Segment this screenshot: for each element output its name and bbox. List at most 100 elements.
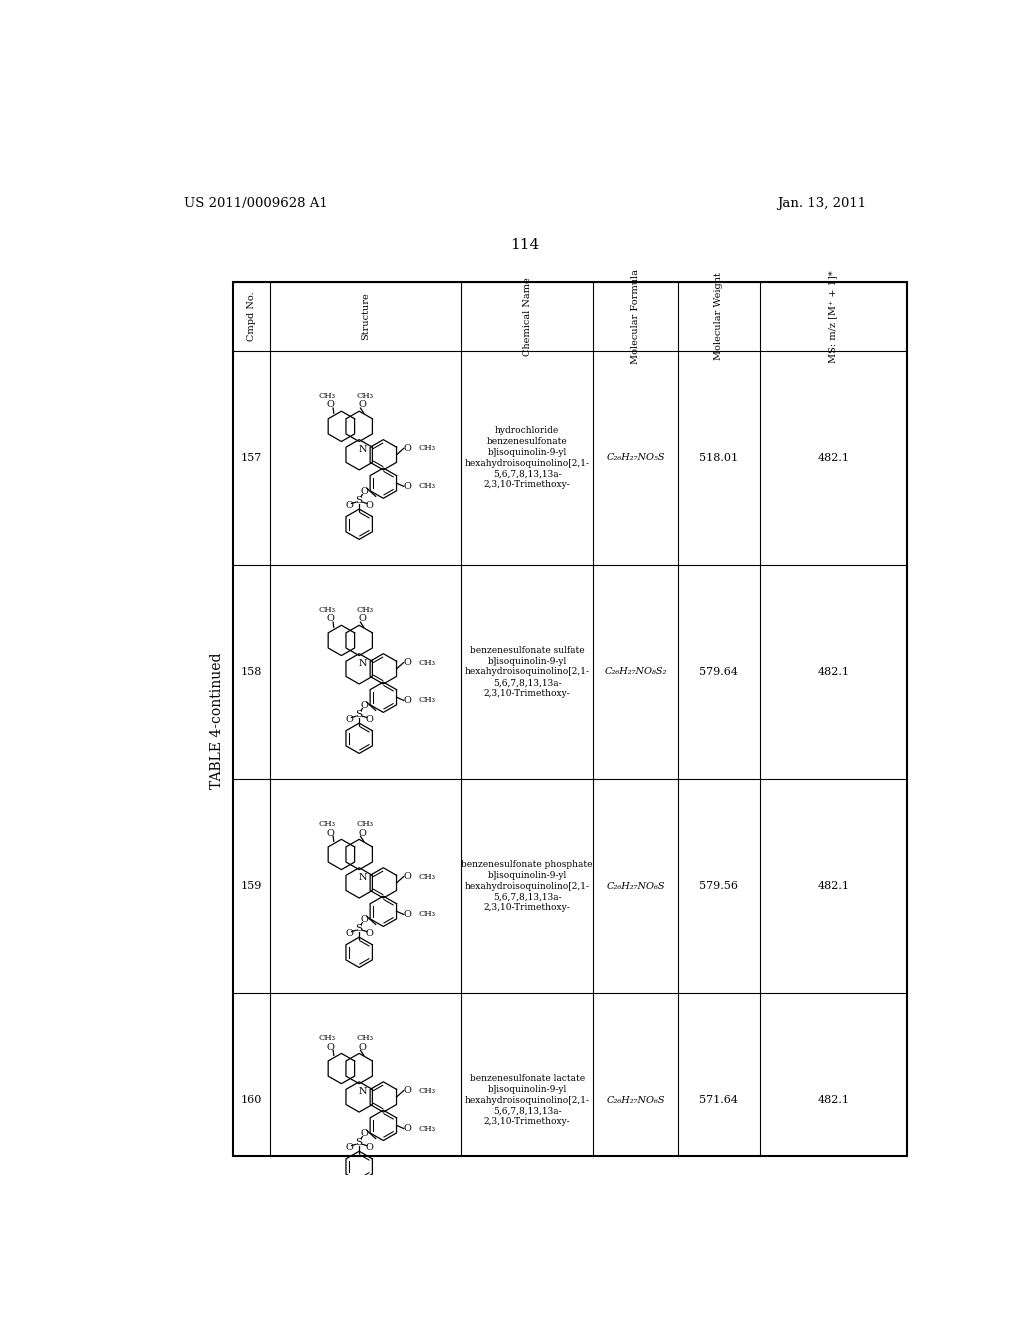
Text: CH₃: CH₃ <box>318 392 336 400</box>
Text: CH₃: CH₃ <box>419 659 436 667</box>
Text: O: O <box>403 657 412 667</box>
Text: benzenesulfonate phosphate: benzenesulfonate phosphate <box>462 861 593 869</box>
Text: O: O <box>403 696 412 705</box>
Text: CH₃: CH₃ <box>419 482 436 490</box>
Text: O: O <box>360 701 369 710</box>
Text: Structure: Structure <box>361 292 370 341</box>
Text: CH₃: CH₃ <box>356 392 374 400</box>
Text: 579.64: 579.64 <box>699 667 738 677</box>
Text: O: O <box>366 500 374 510</box>
Text: 5,6,7,8,13,13a-: 5,6,7,8,13,13a- <box>493 892 561 902</box>
Text: O: O <box>403 873 412 880</box>
Text: benzenesulfonate lactate: benzenesulfonate lactate <box>470 1074 585 1082</box>
Text: b]isoquinolin-9-yl: b]isoquinolin-9-yl <box>487 657 566 665</box>
Text: Cmpd No.: Cmpd No. <box>247 292 256 341</box>
Text: O: O <box>345 1143 353 1152</box>
Text: O: O <box>360 487 369 496</box>
Text: CH₃: CH₃ <box>419 697 436 705</box>
Text: CH₃: CH₃ <box>419 873 436 880</box>
Text: O: O <box>403 909 412 919</box>
Text: O: O <box>358 400 367 409</box>
Text: O: O <box>403 444 412 453</box>
Text: C₂₆H₂₇NO₅S: C₂₆H₂₇NO₅S <box>606 454 665 462</box>
Text: O: O <box>358 1043 367 1052</box>
Text: hexahydroisoquinolino[2,1-: hexahydroisoquinolino[2,1- <box>465 1096 590 1105</box>
Text: 2,3,10-Trimethoxy-: 2,3,10-Trimethoxy- <box>483 689 570 698</box>
Text: TABLE 4-continued: TABLE 4-continued <box>210 652 224 789</box>
Text: b]isoquinolin-9-yl: b]isoquinolin-9-yl <box>487 871 566 879</box>
Text: CH₃: CH₃ <box>419 445 436 453</box>
Text: O: O <box>360 915 369 924</box>
Text: US 2011/0009628 A1: US 2011/0009628 A1 <box>183 197 328 210</box>
Text: 157: 157 <box>241 453 262 463</box>
Text: CH₃: CH₃ <box>356 606 374 614</box>
Text: O: O <box>403 482 412 491</box>
Text: 5,6,7,8,13,13a-: 5,6,7,8,13,13a- <box>493 470 561 479</box>
Text: N: N <box>358 659 368 668</box>
Text: CH₃: CH₃ <box>356 1035 374 1043</box>
Text: 2,3,10-Trimethoxy-: 2,3,10-Trimethoxy- <box>483 1117 570 1126</box>
Text: S: S <box>355 710 362 719</box>
Text: O: O <box>345 715 353 723</box>
Text: O: O <box>403 1125 412 1133</box>
Text: O: O <box>345 929 353 939</box>
Text: C₂₆H₂₇NO₈S₂: C₂₆H₂₇NO₈S₂ <box>604 668 667 676</box>
Text: O: O <box>358 829 367 837</box>
Text: O: O <box>326 829 334 837</box>
Text: CH₃: CH₃ <box>318 820 336 828</box>
Text: O: O <box>360 1129 369 1138</box>
Text: b]isoquinolin-9-yl: b]isoquinolin-9-yl <box>487 447 566 457</box>
Text: 5,6,7,8,13,13a-: 5,6,7,8,13,13a- <box>493 1106 561 1115</box>
Text: 2,3,10-Trimethoxy-: 2,3,10-Trimethoxy- <box>483 480 570 490</box>
Text: 571.64: 571.64 <box>699 1096 738 1105</box>
Text: O: O <box>326 400 334 409</box>
Text: Chemical Name: Chemical Name <box>522 277 531 355</box>
Text: benzenesulfonate sulfate: benzenesulfonate sulfate <box>470 645 585 655</box>
Text: hydrochloride: hydrochloride <box>495 426 559 436</box>
Text: O: O <box>366 715 374 723</box>
Text: MS: m/z [M⁺ + 1]*: MS: m/z [M⁺ + 1]* <box>828 269 838 363</box>
Text: N: N <box>358 1088 368 1097</box>
Text: N: N <box>358 874 368 882</box>
Text: 160: 160 <box>241 1096 262 1105</box>
Text: CH₃: CH₃ <box>419 1086 436 1094</box>
Text: 114: 114 <box>510 238 540 252</box>
Text: Molecular Weight: Molecular Weight <box>715 272 723 360</box>
Text: O: O <box>366 1143 374 1152</box>
Text: 159: 159 <box>241 880 262 891</box>
Text: CH₃: CH₃ <box>318 606 336 614</box>
Text: O: O <box>366 929 374 939</box>
Text: N: N <box>358 445 368 454</box>
Bar <box>232 281 907 1155</box>
Text: 5,6,7,8,13,13a-: 5,6,7,8,13,13a- <box>493 678 561 688</box>
Text: 2,3,10-Trimethoxy-: 2,3,10-Trimethoxy- <box>483 903 570 912</box>
Text: benzenesulfonate: benzenesulfonate <box>486 437 567 446</box>
Text: hexahydroisoquinolino[2,1-: hexahydroisoquinolino[2,1- <box>465 668 590 676</box>
Text: CH₃: CH₃ <box>356 820 374 828</box>
Text: 482.1: 482.1 <box>817 880 849 891</box>
Text: 158: 158 <box>241 667 262 677</box>
Text: O: O <box>345 500 353 510</box>
Text: Molecular Formula: Molecular Formula <box>631 269 640 364</box>
Text: 482.1: 482.1 <box>817 1096 849 1105</box>
Text: O: O <box>326 1043 334 1052</box>
Text: C₂₆H₂₇NO₆S: C₂₆H₂₇NO₆S <box>606 1096 665 1105</box>
Text: O: O <box>403 1086 412 1096</box>
Text: CH₃: CH₃ <box>419 911 436 919</box>
Text: b]isoquinolin-9-yl: b]isoquinolin-9-yl <box>487 1085 566 1094</box>
Text: O: O <box>358 614 367 623</box>
Text: 579.56: 579.56 <box>699 880 738 891</box>
Text: CH₃: CH₃ <box>318 1035 336 1043</box>
Text: hexahydroisoquinolino[2,1-: hexahydroisoquinolino[2,1- <box>465 882 590 891</box>
Text: O: O <box>326 614 334 623</box>
Text: 482.1: 482.1 <box>817 667 849 677</box>
Text: S: S <box>355 1138 362 1147</box>
Text: Jan. 13, 2011: Jan. 13, 2011 <box>776 197 866 210</box>
Text: S: S <box>355 496 362 504</box>
Text: C₂₆H₂₇NO₆S: C₂₆H₂₇NO₆S <box>606 882 665 891</box>
Text: hexahydroisoquinolino[2,1-: hexahydroisoquinolino[2,1- <box>465 459 590 467</box>
Text: 518.01: 518.01 <box>699 453 738 463</box>
Text: CH₃: CH₃ <box>419 1125 436 1133</box>
Text: 482.1: 482.1 <box>817 453 849 463</box>
Text: S: S <box>355 924 362 933</box>
